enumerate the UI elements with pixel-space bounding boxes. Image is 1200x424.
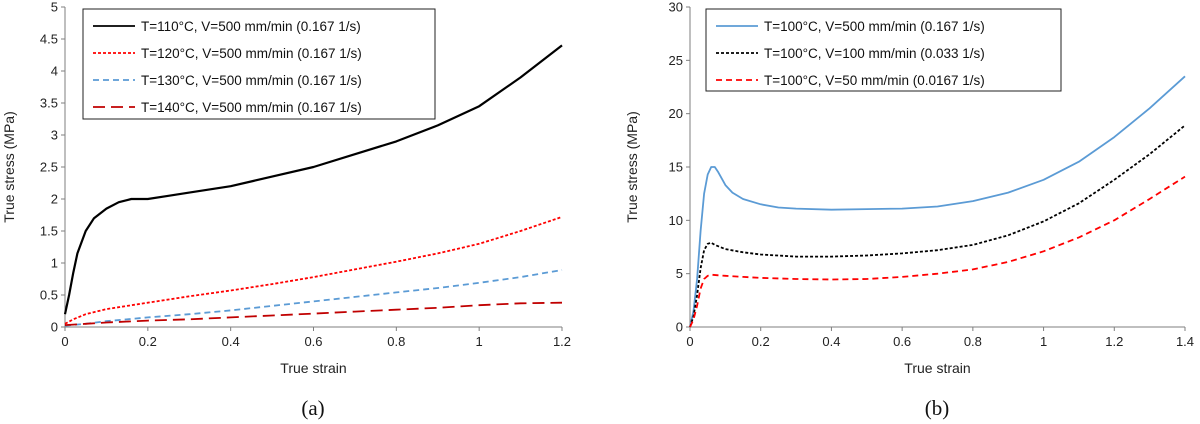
legend-entry: T=100°C, V=500 mm/min (0.167 1/s)	[764, 19, 985, 34]
x-tick-label: 0	[61, 334, 68, 349]
y-tick-label: 0	[51, 320, 58, 335]
y-tick-label: 10	[669, 213, 683, 228]
legend-entry: T=100°C, V=100 mm/min (0.033 1/s)	[764, 46, 985, 61]
y-tick-label: 1	[51, 256, 58, 271]
series-line-1	[689, 75, 1186, 328]
x-axis-label: True strain	[280, 360, 346, 376]
series-line-1	[63, 44, 563, 315]
y-tick-label: 20	[669, 106, 683, 121]
x-tick-label: 0.2	[752, 334, 770, 349]
legend-entry: T=110°C, V=500 mm/min (0.167 1/s)	[141, 19, 361, 34]
legend: T=100°C, V=500 mm/min (0.167 1/s) T=100°C…	[705, 8, 1062, 92]
y-axis-label: True stress (MPa)	[624, 111, 640, 223]
chart-b: 0 5 10 15 20 25 30 0 0.2 0.4 0.6 0.8 1 1.2 1.4 True str…	[624, 0, 1194, 420]
y-tick-label: 1.5	[40, 224, 58, 239]
y-tick-label: 4	[51, 64, 58, 79]
y-tick-label: 30	[669, 0, 683, 15]
y-tick-label: 0.5	[40, 288, 58, 303]
x-tick-label: 0.4	[822, 334, 840, 349]
y-tick-label: 15	[669, 160, 683, 175]
y-tick-label: 2	[51, 192, 58, 207]
y-tick-label: 25	[669, 53, 683, 68]
x-tick-label: 1	[1040, 334, 1047, 349]
x-tick-label: 0.4	[222, 334, 240, 349]
x-axis-label: True strain	[904, 360, 970, 376]
x-tick-label: 1.2	[553, 334, 571, 349]
series-line-3	[689, 175, 1186, 328]
y-tick-label: 3.5	[40, 96, 58, 111]
series-line-3	[64, 269, 563, 327]
x-tick-label: 1	[476, 334, 483, 349]
x-tick-label: 0.8	[387, 334, 405, 349]
x-tick-label: 0	[686, 334, 693, 349]
series-line-2	[689, 124, 1186, 328]
x-tick-label: 1.2	[1105, 334, 1123, 349]
x-tick-label: 0.6	[304, 334, 322, 349]
y-tick-label: 5	[676, 266, 683, 281]
y-tick-label: 2.5	[40, 160, 58, 175]
x-tick-label: 0.2	[139, 334, 157, 349]
figure-caption: (b)	[925, 396, 950, 420]
y-tick-label: 5	[51, 0, 58, 15]
figure-caption: (a)	[301, 396, 324, 420]
y-tick-label: 4.5	[40, 32, 58, 47]
x-tick-label: 0.8	[964, 334, 982, 349]
series-line-2	[64, 216, 563, 325]
legend-entry: T=130°C, V=500 mm/min (0.167 1/s)	[141, 73, 362, 88]
legend-box	[705, 8, 1062, 92]
legend-box	[82, 8, 436, 120]
legend: T=110°C, V=500 mm/min (0.167 1/s) T=120°C…	[82, 8, 436, 120]
x-tick-label: 1.4	[1176, 334, 1194, 349]
y-axis-label: True stress (MPa)	[1, 111, 17, 223]
legend-entry: T=100°C, V=50 mm/min (0.0167 1/s)	[764, 73, 985, 88]
y-tick-label: 0	[676, 320, 683, 335]
legend-entry: T=140°C, V=500 mm/min (0.167 1/s)	[141, 100, 362, 115]
x-tick-label: 0.6	[893, 334, 911, 349]
chart-a: 0 0.5 1 1.5 2 2.5 3 3.5 4 4.5 5 0 0.2 0.4 0.6 0.8 1 1.2 Tr…	[1, 0, 571, 420]
series-line-4	[64, 301, 563, 326]
legend-entry: T=120°C, V=500 mm/min (0.167 1/s)	[141, 46, 362, 61]
y-tick-label: 3	[51, 128, 58, 143]
